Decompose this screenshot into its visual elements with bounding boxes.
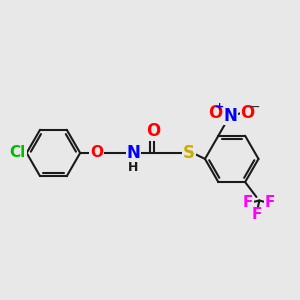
Text: S: S (183, 144, 195, 162)
Text: O: O (240, 103, 255, 122)
Text: N: N (223, 106, 237, 124)
Text: O: O (208, 103, 222, 122)
Text: O: O (90, 146, 103, 160)
Text: F: F (265, 195, 275, 210)
Text: Cl: Cl (10, 146, 26, 160)
Text: N: N (126, 144, 140, 162)
Text: F: F (251, 207, 262, 222)
Text: +: + (215, 102, 224, 112)
Text: H: H (128, 161, 139, 174)
Text: F: F (243, 195, 253, 210)
Text: −: − (248, 100, 260, 114)
Text: O: O (146, 122, 161, 140)
